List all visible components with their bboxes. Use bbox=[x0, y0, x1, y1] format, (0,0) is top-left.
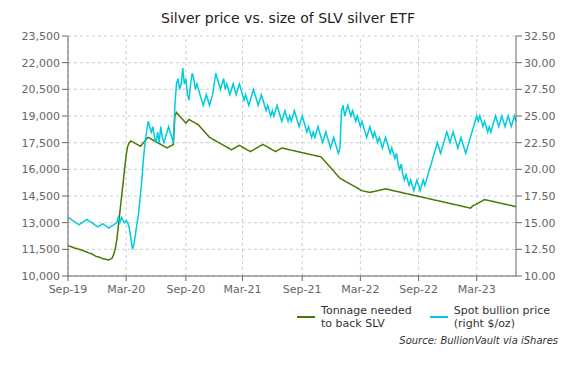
svg-text:14,500: 14,500 bbox=[22, 190, 61, 203]
svg-text:22.50: 22.50 bbox=[524, 137, 556, 150]
svg-text:11,500: 11,500 bbox=[22, 243, 61, 256]
svg-text:19,000: 19,000 bbox=[22, 110, 61, 123]
svg-text:12.50: 12.50 bbox=[524, 243, 556, 256]
html-text:Source: BullionVault via iShar: Source: BullionVault via iShares bbox=[399, 335, 558, 346]
svg-text:32.50: 32.50 bbox=[524, 30, 556, 43]
svg-text:Sep-19: Sep-19 bbox=[49, 283, 88, 296]
svg-text:Mar-22: Mar-22 bbox=[341, 283, 379, 296]
svg-text:Sep-20: Sep-20 bbox=[167, 283, 206, 296]
svg-text:22,000: 22,000 bbox=[22, 57, 61, 70]
svg-text:13,000: 13,000 bbox=[22, 217, 61, 230]
html-text:Spot bullion price (right $/oz: Spot bullion price (right $/oz) bbox=[453, 304, 550, 330]
svg-text:20.00: 20.00 bbox=[524, 163, 556, 176]
svg-text:25.00: 25.00 bbox=[524, 110, 556, 123]
svg-text:30.00: 30.00 bbox=[524, 57, 556, 70]
svg-text:Sep-22: Sep-22 bbox=[399, 283, 438, 296]
svg-text:17.50: 17.50 bbox=[524, 190, 556, 203]
html-text:Tonnage needed to back SLV: Tonnage needed to back SLV bbox=[321, 304, 412, 330]
svg-text:10,000: 10,000 bbox=[22, 270, 61, 283]
svg-text:10.00: 10.00 bbox=[524, 270, 556, 283]
svg-text:Mar-21: Mar-21 bbox=[223, 283, 261, 296]
html-text:Silver price vs. size of SLV s: Silver price vs. size of SLV silver ETF bbox=[161, 10, 415, 26]
svg-text:Sep-21: Sep-21 bbox=[283, 283, 322, 296]
svg-text:16,000: 16,000 bbox=[22, 163, 61, 176]
svg-text:Mar-20: Mar-20 bbox=[107, 283, 145, 296]
svg-text:Mar-23: Mar-23 bbox=[458, 283, 496, 296]
svg-text:17,500: 17,500 bbox=[22, 137, 61, 150]
svg-text:23,500: 23,500 bbox=[22, 30, 61, 43]
svg-text:27.50: 27.50 bbox=[524, 83, 556, 96]
svg-text:15.00: 15.00 bbox=[524, 217, 556, 230]
svg-text:20,500: 20,500 bbox=[22, 83, 61, 96]
